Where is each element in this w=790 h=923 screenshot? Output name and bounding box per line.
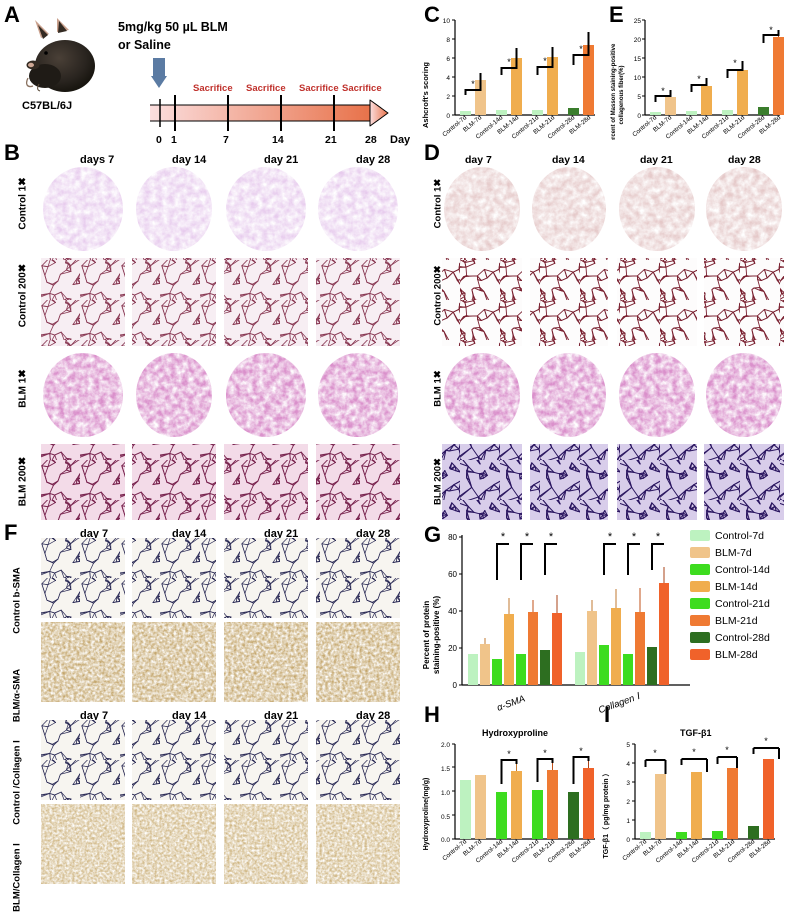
svg-text:TGF-β1（ pg/mg protein ）: TGF-β1（ pg/mg protein ） [602,769,610,858]
svg-text:0: 0 [626,837,630,844]
svg-text:*: * [733,58,737,68]
svg-text:*: * [656,531,661,543]
svg-text:*: * [661,86,665,96]
svg-text:25: 25 [634,18,642,25]
svg-text:0: 0 [453,681,458,690]
svg-text:60: 60 [448,570,457,579]
svg-text:collagenous fiber(%): collagenous fiber(%) [619,65,625,124]
svg-text:40: 40 [448,607,457,616]
svg-text:4: 4 [446,75,450,82]
svg-text:*: * [543,56,547,66]
svg-text:6: 6 [446,56,450,63]
svg-text:0.0: 0.0 [441,837,450,844]
svg-text:Control-14d: Control-14d [715,564,770,576]
svg-text:*: * [507,749,511,759]
svg-text:5: 5 [637,94,641,101]
svg-text:*: * [697,74,701,84]
svg-text:5: 5 [626,742,630,749]
svg-text:Hydroxyproline(mg/g): Hydroxyproline(mg/g) [423,778,430,851]
svg-text:*: * [501,531,506,543]
svg-text:*: * [764,736,768,746]
svg-text:80: 80 [448,533,457,542]
svg-text:*: * [632,531,637,543]
svg-text:*: * [692,747,696,757]
svg-text:BLM-28d: BLM-28d [715,649,758,661]
svg-text:*: * [549,531,554,543]
svg-text:Control-21d: Control-21d [715,598,770,610]
svg-text:2: 2 [626,799,630,806]
svg-text:*: * [507,57,511,67]
svg-text:10: 10 [443,18,451,25]
svg-text:1.0: 1.0 [441,790,450,797]
svg-text:Control-28d: Control-28d [715,632,770,644]
svg-text:1: 1 [626,818,630,825]
svg-text:*: * [653,748,657,758]
svg-text:1.5: 1.5 [441,766,450,773]
svg-text:*: * [579,44,583,54]
svg-text:0: 0 [637,113,641,120]
svg-text:*: * [725,745,729,755]
svg-text:20: 20 [448,644,457,653]
svg-text:0.5: 0.5 [441,814,450,821]
svg-text:*: * [769,25,773,35]
svg-text:Sacrifice: Sacrifice [246,83,286,94]
svg-text:Sacrifice: Sacrifice [299,83,339,94]
svg-text:*: * [525,531,530,543]
svg-text:Percent of protein: Percent of protein [422,601,431,670]
svg-text:Control-7d: Control-7d [715,530,764,542]
svg-text:2: 2 [446,94,450,101]
svg-text:BLM-7d: BLM-7d [715,547,752,559]
svg-text:*: * [543,748,547,758]
svg-text:0: 0 [446,113,450,120]
svg-text:Ashcroft's scoring: Ashcroft's scoring [421,62,430,128]
svg-text:10: 10 [634,75,642,82]
svg-text:BLM-21d: BLM-21d [715,615,758,627]
svg-text:*: * [579,746,583,756]
svg-text:*: * [608,531,613,543]
svg-text:8: 8 [446,37,450,44]
svg-text:2.0: 2.0 [441,742,450,749]
svg-text:*: * [471,79,475,89]
svg-text:20: 20 [634,37,642,44]
svg-text:Sacrifice: Sacrifice [193,83,233,94]
svg-text:Percent of Masson staining-pos: Percent of Masson staining-positive [611,43,617,140]
svg-text:15: 15 [634,56,642,63]
svg-text:staining-positive (%): staining-positive (%) [432,596,441,675]
svg-text:3: 3 [626,780,630,787]
svg-text:4: 4 [626,761,630,768]
svg-text:Sacrifice: Sacrifice [342,83,382,94]
svg-text:BLM-14d: BLM-14d [715,581,758,593]
